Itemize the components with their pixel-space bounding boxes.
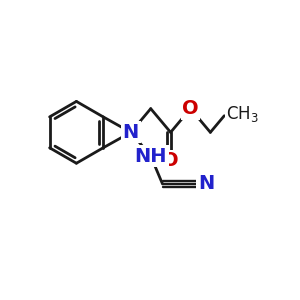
Text: O: O [162, 152, 179, 170]
Text: N: N [123, 123, 139, 142]
Text: N: N [198, 175, 214, 194]
Text: NH: NH [134, 146, 167, 166]
Text: O: O [182, 99, 199, 118]
Text: CH$_3$: CH$_3$ [226, 104, 259, 124]
